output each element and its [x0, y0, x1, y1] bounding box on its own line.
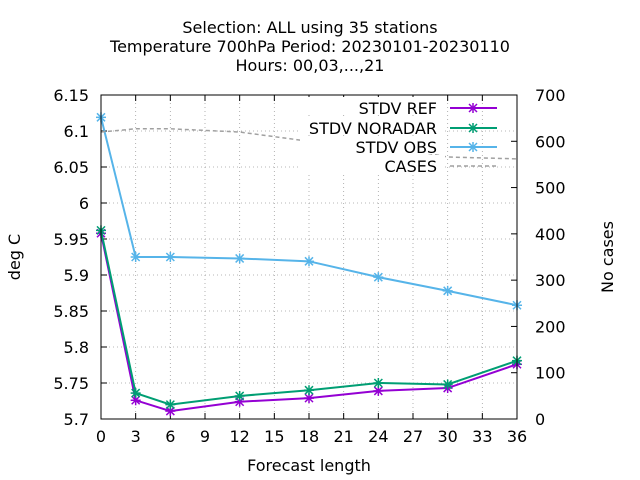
legend-label: CASES: [384, 157, 437, 176]
series-point-1: [165, 399, 176, 410]
legend-marker: [468, 103, 478, 113]
y-tick-label: 6.1: [64, 122, 89, 141]
y-tick-label: 6: [79, 194, 89, 213]
y2-tick-label: 100: [535, 364, 566, 383]
y-tick-label: 5.75: [53, 374, 89, 393]
chart-title: Selection: ALL using 35 stations Tempera…: [109, 18, 510, 75]
y-tick-label: 5.7: [64, 410, 89, 429]
y2-tick-label: 700: [535, 86, 566, 105]
series-line-0: [100, 233, 518, 413]
plot-frame: [100, 94, 518, 420]
x-tick-label: 18: [299, 427, 319, 446]
x-axis-label: Forecast length: [247, 456, 371, 475]
y2-tick-label: 200: [535, 317, 566, 336]
legend-text-backdrop: [300, 117, 445, 135]
title-line-1: Selection: ALL using 35 stations: [182, 18, 437, 37]
x-tick-label: 33: [472, 427, 492, 446]
legend-marker: [468, 142, 478, 152]
x-tick-label: 24: [368, 427, 388, 446]
x-tick-label: 3: [131, 427, 141, 446]
series-point-1: [130, 388, 141, 399]
x-tick-label: 9: [200, 427, 210, 446]
y-tick-label: 6.15: [53, 86, 89, 105]
series-point-1: [373, 378, 384, 388]
series-point-2: [234, 253, 245, 264]
x-tick-label: 36: [507, 427, 527, 446]
x-tick-label: 0: [96, 427, 106, 446]
series-point-1: [442, 379, 453, 390]
legend-label: STDV NORADAR: [309, 119, 437, 138]
series-line-3: [100, 128, 518, 160]
legend-label: STDV REF: [359, 99, 437, 118]
legend-text-backdrop: [300, 136, 445, 154]
legend-text-backdrop: [300, 97, 445, 115]
axis-ticks: 0 3 6 9 12 15 18 21 24 27 30 33 365.75.755.85.855.95…: [53, 86, 565, 446]
series-point-2: [373, 272, 384, 283]
y-axis-label: deg C: [5, 234, 24, 280]
series-group: [96, 112, 522, 417]
y2-tick-label: 0: [535, 410, 545, 429]
series-point-1: [304, 385, 314, 396]
y2-tick-label: 300: [535, 271, 566, 290]
series-point-2: [130, 252, 141, 262]
title-line-2: Temperature 700hPa Period: 20230101-2023…: [109, 37, 510, 56]
x-tick-label: 27: [403, 427, 423, 446]
title-line-3: Hours: 00,03,...,21: [236, 56, 385, 75]
series-line-2: [100, 117, 518, 307]
x-tick-label: 30: [437, 427, 457, 446]
series-line-1: [100, 230, 518, 406]
y2-tick-label: 500: [535, 179, 566, 198]
series-point-2: [165, 252, 176, 262]
series-point-2: [304, 256, 314, 267]
series-point-2: [442, 285, 453, 296]
x-tick-label: 21: [333, 427, 353, 446]
y-tick-label: 5.8: [64, 338, 89, 357]
y2-tick-label: 400: [535, 225, 566, 244]
y2-tick-label: 600: [535, 132, 566, 151]
legend-marker: [468, 123, 478, 133]
legend-label: STDV OBS: [356, 138, 437, 157]
y-tick-label: 5.85: [53, 302, 89, 321]
x-tick-label: 12: [229, 427, 249, 446]
y-tick-label: 5.95: [53, 230, 89, 249]
y-tick-label: 5.9: [64, 266, 89, 285]
x-tick-label: 6: [165, 427, 175, 446]
series-point-1: [234, 390, 245, 401]
x-tick-label: 15: [264, 427, 284, 446]
y2-axis-label: No cases: [598, 221, 617, 293]
legend-text-backdrop: [300, 155, 445, 173]
y-tick-label: 6.05: [53, 158, 89, 177]
